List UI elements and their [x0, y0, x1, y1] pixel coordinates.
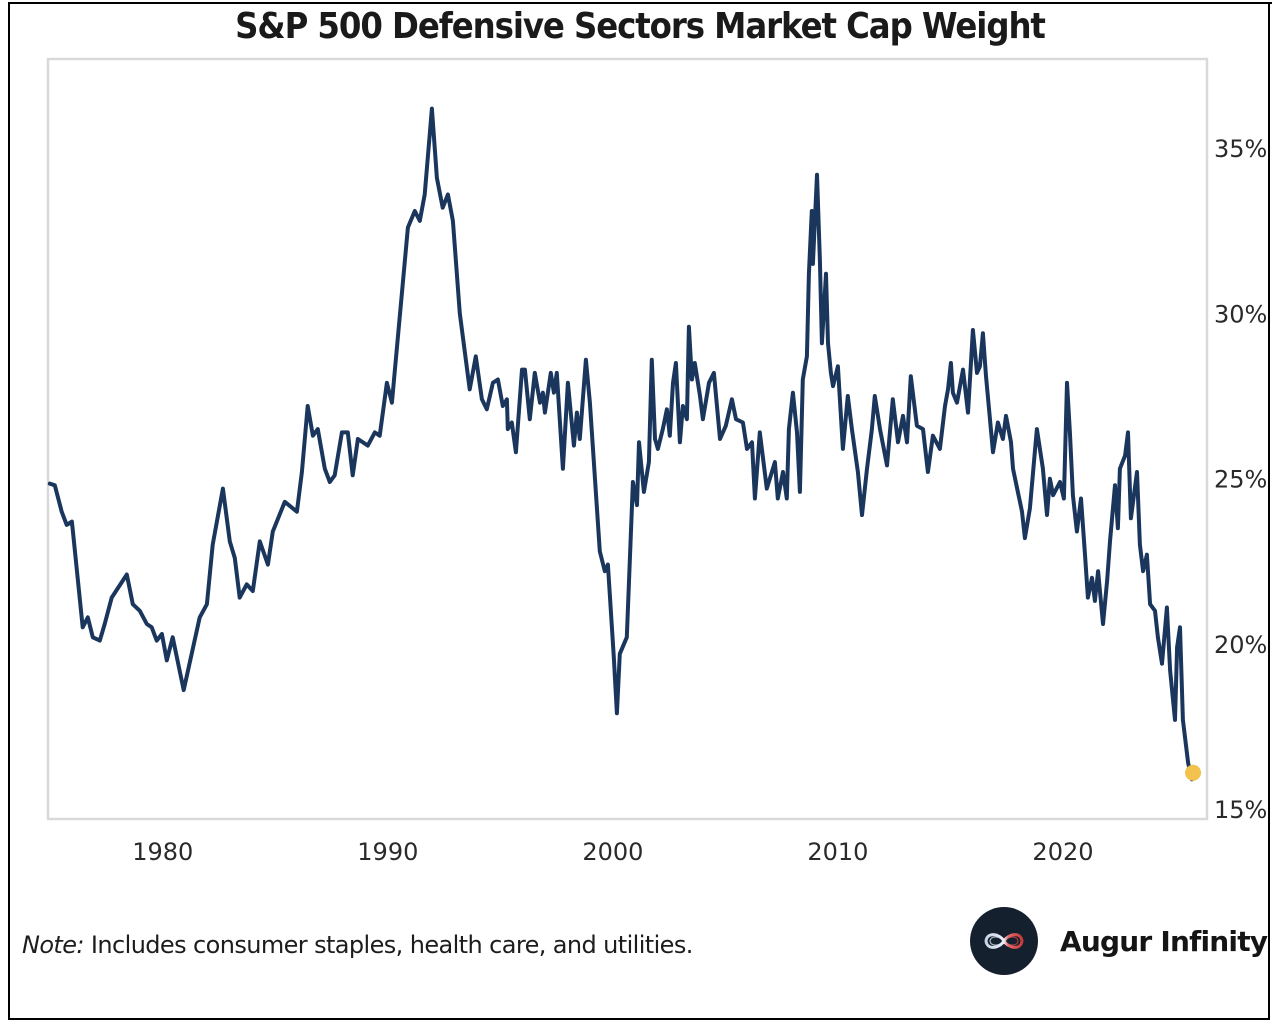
x-tick-label: 2020 [1032, 838, 1093, 866]
brand-logo [970, 907, 1038, 975]
outer-frame-top [8, 2, 1272, 4]
y-tick-label: 30% [1214, 300, 1267, 328]
outer-frame [8, 4, 1270, 1020]
brand: Augur Infinity [970, 906, 1268, 976]
plot-frame [46, 57, 1209, 821]
y-tick-label: 15% [1214, 796, 1267, 824]
y-tick-label: 35% [1214, 135, 1267, 163]
series-line [47, 106, 1196, 782]
x-axis: 1980 1990 2000 2010 2020 [132, 838, 1093, 866]
latest-value-marker [1185, 764, 1202, 781]
x-tick-label: 2000 [582, 838, 643, 866]
note-label: Note: [22, 931, 85, 959]
note-text: Includes consumer staples, health care, … [83, 931, 693, 959]
x-tick-label: 1990 [357, 838, 418, 866]
y-tick-label: 20% [1214, 631, 1267, 659]
y-axis: 15% 20% 25% 30% 35% [1214, 135, 1267, 824]
infinity-icon [984, 933, 1024, 949]
brand-name: Augur Infinity [1060, 924, 1268, 958]
annotations [1185, 764, 1202, 781]
x-tick-label: 1980 [132, 838, 193, 866]
x-tick-label: 2010 [807, 838, 868, 866]
chart-title: S&P 500 Defensive Sectors Market Cap Wei… [235, 6, 1046, 47]
y-tick-label: 25% [1214, 466, 1267, 494]
footnote: Note: Includes consumer staples, health … [22, 922, 722, 969]
